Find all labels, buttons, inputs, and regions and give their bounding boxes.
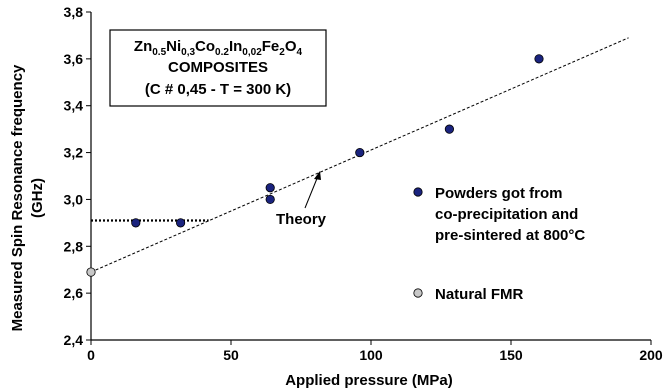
data-point-powders	[534, 54, 544, 64]
theory-arrow-head	[314, 171, 321, 180]
data-point-natural-fmr	[86, 267, 96, 277]
legend-natural-fmr-marker	[413, 288, 423, 298]
y-tick-label: 3,0	[64, 191, 84, 207]
formula-subscript: 0.5	[152, 47, 166, 58]
x-tick-label: 150	[499, 347, 523, 363]
y-tick-label: 2,8	[64, 238, 84, 254]
theory-line-group	[90, 37, 629, 273]
data-point-powders	[355, 147, 365, 158]
x-tick-label: 200	[639, 347, 663, 363]
formula-subscript: 0.2	[215, 47, 229, 58]
y-tick-label: 2,4	[64, 332, 84, 348]
formula-subscript: 2	[279, 47, 285, 58]
composition-line3: (C # 0,45 - T = 300 K)	[145, 81, 291, 98]
legend-powders-text: pre-sintered at 800°C	[435, 227, 585, 244]
legend-powders-marker	[413, 187, 423, 197]
theory-label: Theory	[276, 211, 327, 228]
formula-element: In	[229, 38, 242, 55]
composition-box-frame	[109, 29, 327, 107]
data-point-powders	[131, 218, 141, 228]
theory-arrow-shaft	[304, 175, 319, 209]
y-axis-label-line1: Measured Spin Resonance frequency	[9, 64, 26, 331]
formula-subscript: 0,3	[181, 47, 195, 58]
formula-element: Fe	[262, 38, 280, 55]
composition-formula: Zn0.5Ni0,3Co0.2In0,02Fe2O4	[134, 38, 303, 58]
legend: Powders got from co-precipitation and pre-…	[413, 185, 585, 303]
formula-element: Zn	[134, 38, 152, 55]
formula-subscript: 0,02	[242, 47, 262, 58]
composition-box: Zn0.5Ni0,3Co0.2In0,02Fe2O4 COMPOSITES (C…	[109, 29, 327, 107]
formula-element: O	[285, 38, 297, 55]
data-points	[86, 54, 544, 277]
composition-line2: COMPOSITES	[168, 59, 268, 76]
x-tick-label: 50	[223, 347, 239, 363]
data-point-powders	[176, 218, 186, 228]
data-point-powders	[444, 124, 454, 134]
data-point-powders	[265, 194, 275, 205]
x-axis-label: Applied pressure (MPa)	[285, 372, 453, 389]
y-tick-label: 3,8	[64, 4, 84, 20]
y-tick-label: 3,2	[64, 145, 84, 161]
axes: 2,4 2,6 2,8 3,0 3,2 3,4 3,6 3,8 0 50 100 150 200	[64, 4, 663, 363]
legend-powders-text: co-precipitation and	[435, 206, 578, 223]
legend-powders-text: Powders got from	[435, 185, 563, 202]
formula-subscript: 4	[297, 47, 303, 58]
y-axis-label-line2: (GHz)	[29, 178, 46, 218]
theory-line	[90, 37, 629, 273]
y-axis-label-group: Measured Spin Resonance frequency (GHz)	[9, 64, 46, 331]
legend-natural-fmr-text: Natural FMR	[435, 286, 524, 303]
formula-element: Ni	[166, 38, 181, 55]
x-tick-label: 0	[87, 347, 95, 363]
y-tick-label: 3,6	[64, 51, 84, 67]
y-tick-label: 2,6	[64, 285, 84, 301]
formula-element: Co	[195, 38, 215, 55]
x-tick-label: 100	[359, 347, 383, 363]
data-point-powders	[265, 183, 275, 193]
y-tick-label: 3,4	[64, 98, 84, 114]
